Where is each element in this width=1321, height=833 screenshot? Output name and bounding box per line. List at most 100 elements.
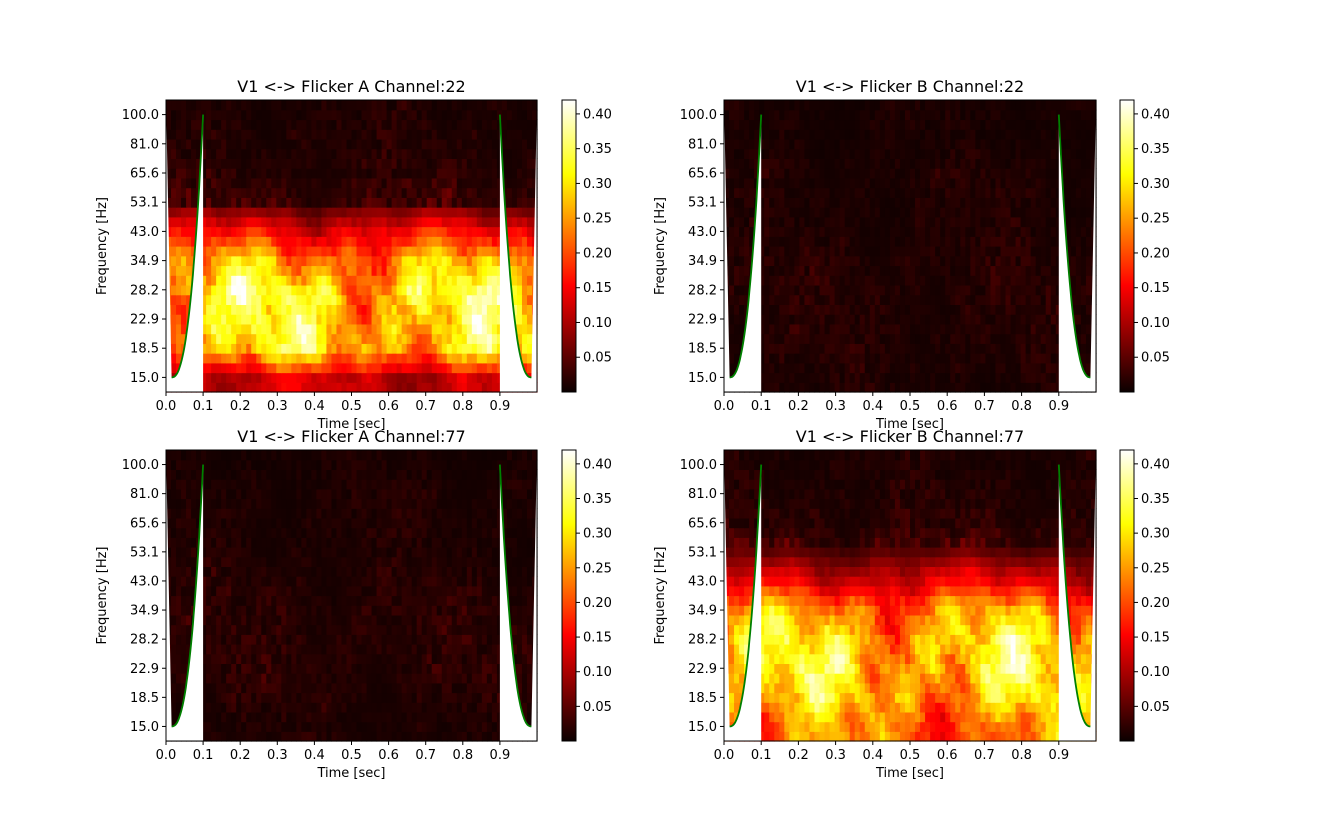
heatmap-cell (965, 177, 971, 189)
heatmap-cell (1070, 294, 1077, 305)
heatmap-cell (346, 382, 353, 393)
heatmap-cell (869, 100, 876, 111)
heatmap-cell (920, 168, 926, 179)
heatmap-cell (221, 236, 227, 247)
heatmap-cell (516, 255, 523, 267)
heatmap-cell (844, 265, 851, 276)
heatmap-cell (306, 372, 312, 383)
heatmap-cell (186, 275, 192, 286)
heatmap-cell (764, 382, 770, 393)
heatmap-cell (226, 100, 232, 111)
heatmap-cell (471, 362, 478, 374)
heatmap-cell (251, 682, 257, 694)
heatmap-cell (521, 138, 528, 150)
heatmap-cell (311, 197, 317, 208)
heatmap-cell (849, 372, 856, 383)
heatmap-cell (286, 353, 292, 364)
heatmap-cell (915, 207, 921, 218)
heatmap-cell (416, 711, 423, 723)
heatmap-cell (734, 168, 740, 179)
heatmap-cell (819, 216, 826, 228)
heatmap-cell (1080, 148, 1087, 159)
heatmap-cell (990, 226, 997, 237)
heatmap-cell (935, 100, 941, 111)
heatmap-cell (476, 702, 483, 713)
heatmap-cell (236, 168, 242, 179)
heatmap-cell (281, 333, 287, 344)
heatmap-cell (441, 372, 448, 383)
heatmap-cell (940, 158, 946, 169)
heatmap-cell (301, 382, 307, 393)
heatmap-cell (970, 255, 976, 267)
heatmap-cell (1085, 304, 1092, 315)
heatmap-cell (251, 265, 257, 276)
heatmap-cell (171, 353, 177, 364)
heatmap-cell (774, 216, 780, 228)
heatmap-cell (1000, 284, 1007, 296)
heatmap-cell (436, 177, 443, 189)
heatmap-cell (371, 246, 378, 257)
heatmap-cell (336, 343, 343, 354)
heatmap-cell (749, 148, 755, 159)
heatmap-cell (316, 216, 323, 228)
heatmap-cell (889, 197, 896, 208)
heatmap-cell (955, 216, 961, 228)
heatmap-cell (461, 362, 468, 374)
heatmap-cell (401, 372, 408, 383)
heatmap-cell (286, 372, 292, 383)
heatmap-cell (899, 265, 906, 276)
heatmap-cell (251, 353, 257, 364)
y-tick-label: 28.2 (688, 283, 717, 298)
heatmap-cell (386, 353, 393, 364)
heatmap-cell (416, 284, 423, 296)
heatmap-cell (920, 382, 926, 393)
heatmap-cell (296, 109, 302, 121)
heatmap-cell (975, 284, 981, 296)
heatmap-cell (834, 314, 841, 325)
heatmap-cell (839, 168, 846, 179)
heatmap-cell (874, 284, 881, 296)
heatmap-cell (1035, 168, 1042, 179)
heatmap-cell (990, 236, 997, 247)
heatmap-cell (869, 207, 876, 218)
heatmap-cell (950, 275, 956, 286)
heatmap-cell (216, 187, 222, 198)
heatmap-cell (834, 158, 841, 169)
heatmap-cell (1015, 382, 1022, 393)
heatmap-cell (486, 207, 493, 218)
heatmap-cell (804, 304, 811, 315)
heatmap-cell (995, 187, 1002, 198)
heatmap-cell (799, 323, 806, 335)
heatmap-cell (486, 721, 493, 732)
heatmap-cell (206, 129, 212, 140)
heatmap-cell (794, 362, 801, 374)
heatmap-cell (904, 246, 911, 257)
heatmap-cell (1070, 304, 1077, 315)
heatmap-cell (436, 216, 443, 228)
heatmap-cell (371, 177, 378, 189)
heatmap-cell (839, 148, 846, 159)
heatmap-cell (171, 702, 177, 713)
heatmap-cell (506, 187, 513, 198)
heatmap-cell (266, 314, 272, 325)
heatmap-cell (356, 216, 363, 228)
heatmap-cell (889, 372, 896, 383)
heatmap-cell (406, 100, 413, 111)
heatmap-cell (451, 138, 458, 150)
heatmap-cell (1085, 255, 1092, 267)
heatmap-cell (441, 265, 448, 276)
heatmap-cell (920, 255, 926, 267)
heatmap-cell (491, 207, 498, 218)
heatmap-cell (960, 382, 966, 393)
heatmap-cell (346, 216, 353, 228)
heatmap-cell (416, 682, 423, 694)
heatmap-cell (774, 197, 780, 208)
heatmap-cell (809, 314, 816, 325)
heatmap-cell (1055, 314, 1062, 325)
heatmap-cell (461, 294, 468, 305)
heatmap-cell (526, 226, 533, 237)
heatmap-cell (186, 148, 192, 159)
heatmap-cell (864, 246, 871, 257)
heatmap-cell (874, 138, 881, 150)
heatmap-cell (316, 275, 323, 286)
